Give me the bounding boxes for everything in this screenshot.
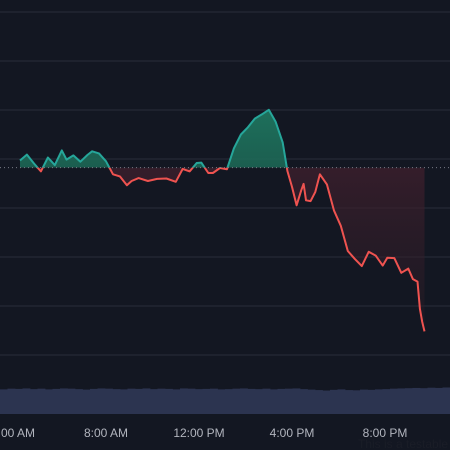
volume-bar: [75, 389, 83, 414]
volume-bar: [187, 388, 196, 414]
down-price-line: [36, 167, 426, 332]
volume-bar: [322, 390, 331, 414]
down-area-fill: [37, 167, 425, 332]
volume-bar: [45, 389, 53, 414]
volume-bar: [97, 388, 106, 414]
volume-bar: [232, 388, 241, 414]
volume-bar: [315, 390, 323, 414]
x-tick-label: 4:00 AM: [0, 426, 35, 440]
volume-bar: [135, 388, 143, 414]
volume-bar: [172, 389, 181, 414]
volume-bar: [82, 389, 91, 414]
volume-bar: [307, 389, 316, 414]
volume-bar: [105, 388, 113, 414]
watermark-text: This is a testable: [358, 437, 448, 450]
volume-bar: [7, 388, 16, 414]
volume-bar: [120, 389, 128, 414]
volume-bar: [330, 389, 338, 414]
volume-bar: [360, 389, 368, 414]
volume-bar: [412, 387, 421, 414]
volume-bar: [90, 388, 98, 414]
volume-bar: [352, 390, 361, 414]
volume-bar: [52, 388, 61, 414]
price-lines: [19, 108, 426, 332]
volume-bar: [195, 389, 203, 414]
volume-bar: [285, 388, 293, 414]
volume-bar: [427, 387, 436, 414]
volume-bar: [112, 389, 121, 414]
x-tick-label: 8:00 PM: [363, 426, 408, 440]
volume-bar: [22, 388, 31, 414]
volume-bar: [165, 388, 173, 414]
volume-bar: [367, 389, 376, 414]
volume-bar: [337, 389, 346, 414]
volume-bar: [255, 389, 263, 414]
volume-bar: [262, 388, 271, 414]
volume-bar: [300, 389, 308, 414]
volume-bar: [217, 389, 226, 414]
volume-bar: [127, 388, 136, 414]
volume-bar: [277, 388, 286, 414]
volume-bar: [390, 388, 398, 414]
volume-bar: [37, 388, 46, 414]
x-tick-label: 8:00 AM: [84, 426, 128, 440]
volume-bar: [345, 390, 353, 414]
volume-bar: [240, 388, 248, 414]
area-fills: [20, 109, 425, 332]
volume-bar: [420, 388, 428, 414]
volume-bar: [247, 388, 256, 414]
volume-bar: [15, 388, 23, 414]
volume-bars: [0, 387, 450, 414]
x-tick-label: 12:00 PM: [173, 426, 224, 440]
volume-bar: [442, 387, 450, 414]
up-price-line: [19, 108, 288, 168]
volume-bar: [292, 388, 301, 414]
volume-bar: [202, 388, 211, 414]
volume-bar: [225, 389, 233, 414]
volume-bar: [210, 388, 218, 414]
x-tick-label: 4:00 PM: [270, 426, 315, 440]
volume-bar: [142, 388, 151, 414]
volume-bar: [180, 388, 188, 414]
volume-bar: [405, 388, 413, 414]
volume-bar: [60, 388, 68, 414]
volume-bar: [382, 389, 391, 414]
x-axis-ticks: 4:00 AM 8:00 AM 12:00 PM 4:00 PM 8:00 PM: [0, 426, 407, 440]
volume-bar: [67, 388, 76, 414]
volume-bar: [397, 388, 406, 414]
volume-bar: [375, 389, 383, 414]
up-area-fill: [20, 109, 425, 168]
volume-bar: [30, 389, 38, 414]
volume-bar: [435, 387, 443, 414]
volume-bar: [157, 388, 166, 414]
volume-bar: [0, 389, 8, 414]
volume-bar: [270, 389, 278, 414]
volume-bar: [150, 389, 158, 414]
